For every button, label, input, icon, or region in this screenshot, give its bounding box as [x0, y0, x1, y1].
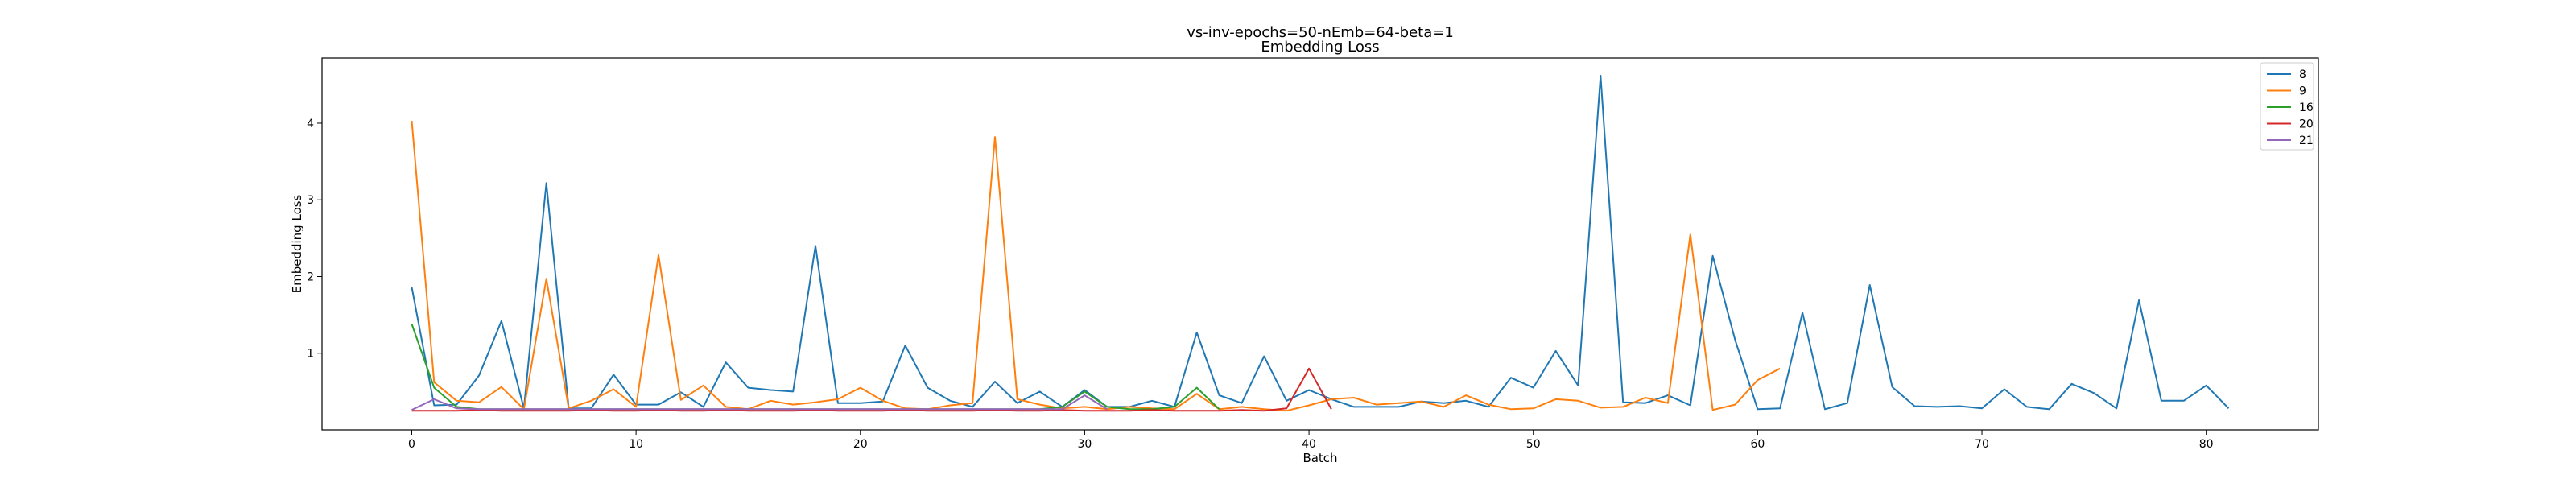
series-line-21	[411, 394, 1108, 411]
x-tick-label: 80	[2199, 438, 2214, 451]
x-tick-label: 60	[1750, 438, 1765, 451]
y-tick-label: 1	[307, 348, 314, 361]
x-tick-label: 10	[629, 438, 643, 451]
chart-subtitle: Embedding Loss	[1261, 39, 1379, 56]
x-tick-label: 0	[408, 438, 415, 451]
x-tick-label: 50	[1526, 438, 1541, 451]
y-axis: 1 2 3 4	[307, 118, 322, 361]
y-tick-label: 2	[307, 270, 314, 283]
chart-title: vs-inv-epochs=50-nEmb=64-beta=1	[1187, 24, 1454, 41]
legend-items: 8 9 16 20 21	[2267, 68, 2314, 147]
series-line-8	[411, 74, 2230, 411]
y-axis-label: Embedding Loss	[290, 194, 304, 293]
legend-label-16: 16	[2299, 101, 2314, 114]
y-tick-label: 4	[307, 118, 314, 130]
legend-label-8: 8	[2299, 68, 2306, 81]
x-tick-label: 30	[1078, 438, 1092, 451]
series-line-20	[411, 367, 1332, 412]
x-axis: 0 10 20 30 40 50 60 70 80	[408, 430, 2214, 451]
series-line-9	[411, 121, 1781, 412]
plot-frame	[321, 57, 2319, 431]
x-tick-label: 70	[1975, 438, 1989, 451]
series-layer	[411, 74, 2230, 412]
legend: 8 9 16 20 21	[2260, 62, 2314, 151]
legend-label-21: 21	[2299, 134, 2314, 147]
x-axis-label: Batch	[1302, 451, 1337, 465]
x-tick-label: 40	[1302, 438, 1316, 451]
y-tick-label: 3	[307, 194, 314, 207]
legend-label-20: 20	[2299, 118, 2314, 131]
x-tick-label: 20	[853, 438, 868, 451]
plot-background	[322, 58, 2318, 430]
legend-label-9: 9	[2299, 85, 2306, 98]
plot-area	[321, 57, 2319, 431]
